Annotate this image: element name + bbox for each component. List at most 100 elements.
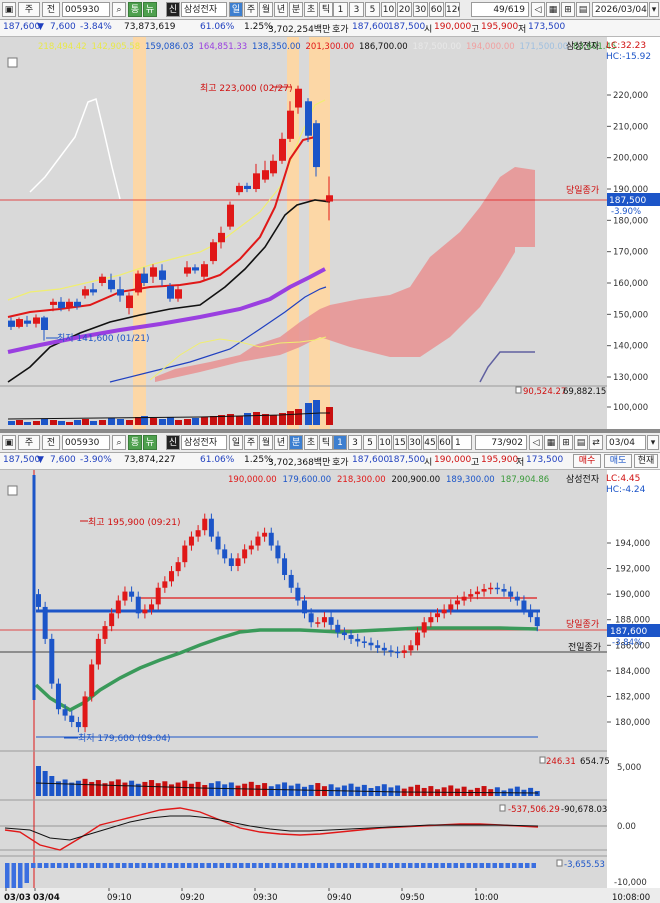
volume-bar <box>62 779 68 796</box>
candle <box>202 518 208 531</box>
lc-value: LC:32.23 <box>606 41 646 51</box>
histogram-bar <box>310 863 315 868</box>
period-tab-2[interactable]: 월 <box>259 435 273 450</box>
candle <box>184 267 191 274</box>
candle <box>326 195 333 202</box>
period-tab-4[interactable]: 분 <box>289 2 303 17</box>
interval-button-4[interactable]: 15 <box>393 435 407 450</box>
volume-bar <box>175 420 182 425</box>
histogram-bar <box>297 863 302 868</box>
scroll-left-icon[interactable]: ◁ <box>529 435 543 450</box>
market-select[interactable]: 주 <box>18 435 40 450</box>
interval-button-0[interactable]: 1 <box>333 435 347 450</box>
grid-icon[interactable]: ▦ <box>544 435 558 450</box>
stock-name: 삼성전자 <box>181 435 227 450</box>
period-tab-3[interactable]: 년 <box>274 435 288 450</box>
credit-button[interactable]: 신 <box>166 435 180 450</box>
volume-bar <box>55 781 61 796</box>
toggle-icon[interactable]: ⇄ <box>589 435 603 450</box>
credit-button[interactable]: 신 <box>166 2 180 17</box>
search-icon[interactable]: ⌕ <box>112 435 126 450</box>
candle <box>90 289 97 293</box>
daily-candlestick-chart[interactable]: 218,494.42 142,905.58 159,086.03 164,851.33… <box>0 37 660 430</box>
interval-button-3[interactable]: 10 <box>381 2 396 17</box>
code-input[interactable]: 005930 <box>62 2 110 17</box>
interval-button-7[interactable]: 60 <box>438 435 452 450</box>
volume-bar <box>326 407 333 425</box>
interval-button-5[interactable]: 30 <box>408 435 422 450</box>
interval-button-6[interactable]: 45 <box>423 435 437 450</box>
candle <box>315 622 321 624</box>
price-tick-label: 210,000 <box>613 122 648 132</box>
volume-bar <box>514 786 520 796</box>
settings-icon[interactable]: ⊞ <box>561 2 575 17</box>
tong-button[interactable]: 통 <box>128 435 142 450</box>
interval-button-7[interactable]: 120 <box>445 2 460 17</box>
period-tab-5[interactable]: 초 <box>304 2 318 17</box>
period-tab-2[interactable]: 월 <box>259 2 273 17</box>
tong-button[interactable]: 통 <box>128 2 142 17</box>
candle <box>295 88 302 108</box>
sell-button[interactable]: 매도 <box>604 454 632 468</box>
macd-signal-line <box>4 815 539 841</box>
interval-button-4[interactable]: 20 <box>397 2 412 17</box>
volume-ratio: 61.06% <box>200 455 235 465</box>
current-button[interactable]: 현재 <box>634 454 658 468</box>
type-select[interactable]: 전 <box>42 435 60 450</box>
minute-candlestick-chart[interactable]: 190,000.00 179,600.00 218,300.00 200,900.00… <box>0 470 660 903</box>
period-tab-3[interactable]: 년 <box>274 2 288 17</box>
candle <box>74 301 81 307</box>
buy-button[interactable]: 매수 <box>573 454 601 468</box>
volume-bar <box>428 786 434 796</box>
grid-icon[interactable]: ▦ <box>546 2 560 17</box>
market-select[interactable]: 주 <box>18 2 40 17</box>
window-icon[interactable]: ▣ <box>2 435 16 450</box>
news-button[interactable]: 뉴 <box>143 2 157 17</box>
candle <box>268 532 274 546</box>
interval-button-1[interactable]: 3 <box>349 2 364 17</box>
date-field[interactable]: 2026/03/04 <box>592 2 648 17</box>
period-tab-5[interactable]: 초 <box>304 435 318 450</box>
code-input[interactable]: 005930 <box>62 435 110 450</box>
highlight-column <box>133 37 146 430</box>
candle <box>528 609 534 618</box>
news-button[interactable]: 뉴 <box>143 435 157 450</box>
candle <box>99 276 106 283</box>
calendar-icon[interactable]: ▾ <box>649 2 659 17</box>
candle <box>167 286 174 299</box>
unit-field[interactable]: 1 <box>452 435 472 450</box>
interval-button-6[interactable]: 60 <box>429 2 444 17</box>
lock-icon[interactable]: ▤ <box>574 435 588 450</box>
period-tab-1[interactable]: 주 <box>244 2 258 17</box>
panel-divider[interactable] <box>0 429 660 433</box>
histogram-bar <box>63 863 68 868</box>
volume-bar <box>361 784 367 796</box>
interval-button-0[interactable]: 1 <box>333 2 348 17</box>
interval-button-2[interactable]: 5 <box>363 435 377 450</box>
price-tick-label: 150,000 <box>613 310 648 320</box>
interval-button-1[interactable]: 3 <box>348 435 362 450</box>
interval-button-5[interactable]: 30 <box>413 2 428 17</box>
interval-button-2[interactable]: 5 <box>365 2 380 17</box>
period-tab-6[interactable]: 틱 <box>319 435 333 450</box>
search-icon[interactable]: ⌕ <box>112 2 126 17</box>
lock-icon[interactable]: ▤ <box>576 2 590 17</box>
histogram-bar <box>382 863 387 868</box>
period-tab-1[interactable]: 주 <box>244 435 258 450</box>
period-tab-6[interactable]: 틱 <box>319 2 333 17</box>
settings-icon[interactable]: ⊞ <box>559 435 573 450</box>
calendar-icon[interactable]: ▾ <box>647 435 659 450</box>
price-axis <box>607 37 660 430</box>
scroll-left-icon[interactable]: ◁ <box>531 2 545 17</box>
type-select[interactable]: 전 <box>42 2 60 17</box>
interval-button-3[interactable]: 10 <box>378 435 392 450</box>
volume-bar <box>448 785 454 796</box>
date-field[interactable]: 03/04 <box>606 435 646 450</box>
volume-bar <box>159 419 166 425</box>
period-tab-0[interactable]: 일 <box>229 435 243 450</box>
volume-bar <box>408 786 414 796</box>
window-icon[interactable]: ▣ <box>2 2 16 17</box>
period-tab-4[interactable]: 분 <box>289 435 303 450</box>
period-tab-0[interactable]: 일 <box>229 2 243 17</box>
